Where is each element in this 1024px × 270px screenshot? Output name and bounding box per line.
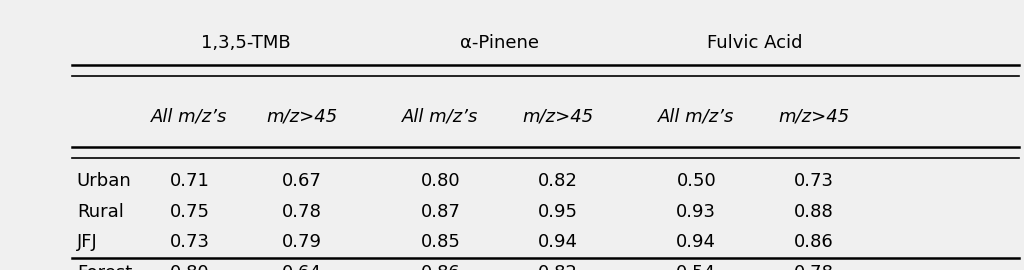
Text: 0.85: 0.85 [421,233,460,251]
Text: α-Pinene: α-Pinene [460,34,539,52]
Text: m/z>45: m/z>45 [778,107,850,125]
Text: 0.67: 0.67 [283,172,322,190]
Text: 0.73: 0.73 [794,172,835,190]
Text: 0.86: 0.86 [795,233,834,251]
Text: All m/z’s: All m/z’s [402,107,478,125]
Text: 0.64: 0.64 [283,264,322,270]
Text: All m/z’s: All m/z’s [658,107,734,125]
Text: 0.80: 0.80 [170,264,209,270]
Text: 0.93: 0.93 [676,203,717,221]
Text: 0.82: 0.82 [539,172,578,190]
Text: 0.94: 0.94 [538,233,579,251]
Text: 0.86: 0.86 [421,264,460,270]
Text: Forest: Forest [77,264,132,270]
Text: Rural: Rural [77,203,124,221]
Text: 0.80: 0.80 [421,172,460,190]
Text: m/z>45: m/z>45 [522,107,594,125]
Text: 0.75: 0.75 [169,203,210,221]
Text: 0.87: 0.87 [421,203,460,221]
Text: 0.95: 0.95 [538,203,579,221]
Text: All m/z’s: All m/z’s [152,107,227,125]
Text: 0.54: 0.54 [676,264,717,270]
Text: 0.73: 0.73 [169,233,210,251]
Text: 1,3,5-TMB: 1,3,5-TMB [201,34,291,52]
Text: 0.50: 0.50 [677,172,716,190]
Text: 0.94: 0.94 [676,233,717,251]
Text: Urban: Urban [77,172,131,190]
Text: m/z>45: m/z>45 [266,107,338,125]
Text: 0.79: 0.79 [282,233,323,251]
Text: 0.78: 0.78 [795,264,834,270]
Text: 0.71: 0.71 [170,172,209,190]
Text: Fulvic Acid: Fulvic Acid [708,34,803,52]
Text: JFJ: JFJ [77,233,97,251]
Text: 0.78: 0.78 [283,203,322,221]
Text: 0.82: 0.82 [539,264,578,270]
Text: 0.88: 0.88 [795,203,834,221]
